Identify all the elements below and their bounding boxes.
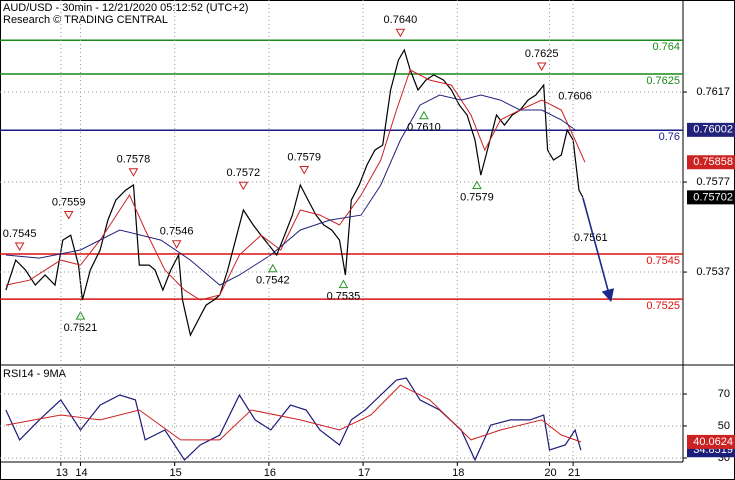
level-label: 0.7545 (646, 255, 680, 267)
pivot-marker (14, 242, 25, 252)
pivot-label: 0.7625 (525, 48, 559, 60)
series-line (5, 69, 586, 301)
last-value-label: 40.0624 (693, 436, 733, 448)
level-label: 0.7625 (646, 75, 680, 87)
pivot-marker (75, 311, 86, 320)
pivot-marker (338, 279, 349, 289)
pivot-label: 0.7610 (407, 122, 441, 134)
rsi-title: RSI14 - 9MA (3, 368, 67, 380)
series-line (5, 384, 582, 443)
last-value-box (687, 122, 735, 137)
x-tick-label: 16 (264, 467, 276, 479)
last-value-box (687, 155, 735, 170)
x-tick-label: 20 (544, 467, 556, 479)
y-tick-label: 0.7617 (696, 86, 730, 98)
series-line (5, 48, 584, 337)
last-value-label: 0.76002 (693, 124, 733, 136)
level-label: 0.76 (659, 131, 680, 143)
last-value-label: 0.75702 (693, 191, 733, 203)
pivot-label: 0.7521 (64, 322, 98, 334)
last-value-box (687, 434, 735, 449)
pivot-marker (395, 28, 406, 38)
y-tick-label: 50 (718, 420, 730, 432)
pivot-label: 0.7535 (327, 290, 361, 302)
x-tick-label: 13 (56, 467, 68, 479)
pivot-marker (472, 180, 482, 190)
last-value-box (687, 190, 735, 205)
x-tick-label: 21 (568, 467, 580, 479)
y-tick-label: 70 (718, 388, 730, 400)
pivot-label: 0.7606 (558, 91, 592, 103)
pivot-marker (536, 62, 547, 72)
y-tick-label: 0.7537 (696, 266, 730, 278)
pivot-marker (299, 166, 310, 175)
pivot-label: 0.7578 (117, 154, 151, 166)
pivot-marker (238, 181, 249, 191)
y-tick-label: 0.7577 (696, 176, 730, 188)
pivot-label: 0.7572 (227, 167, 261, 179)
series-line (5, 94, 576, 286)
pivot-label: 0.7546 (160, 226, 194, 238)
last-value-label: 0.75858 (693, 156, 733, 168)
x-tick-label: 17 (358, 467, 370, 479)
pivot-marker (128, 168, 139, 177)
projection-arrow (582, 197, 615, 303)
chart-subtitle: Research © TRADING CENTRAL (3, 14, 168, 26)
x-tick-label: 15 (170, 467, 182, 479)
pivot-label: 0.7545 (3, 228, 37, 240)
pivot-marker (267, 263, 278, 273)
pivot-label: 0.7579 (460, 191, 494, 203)
x-tick-label: 14 (75, 467, 87, 479)
level-label: 0.764 (652, 41, 680, 53)
pivot-marker (419, 110, 429, 120)
pivot-label: 0.7640 (384, 14, 418, 26)
pivot-label: 0.7559 (52, 196, 86, 208)
series-line (5, 377, 582, 462)
pivot-label: 0.7579 (287, 151, 321, 163)
pivot-marker (63, 211, 74, 220)
level-label: 0.7525 (646, 300, 680, 312)
x-tick-label: 18 (452, 467, 464, 479)
pivot-label: 0.7561 (574, 232, 608, 244)
pivot-label: 0.7542 (256, 275, 290, 287)
chart-title: AUD/USD - 30min - 12/21/2020 05:12:52 (U… (3, 2, 248, 14)
